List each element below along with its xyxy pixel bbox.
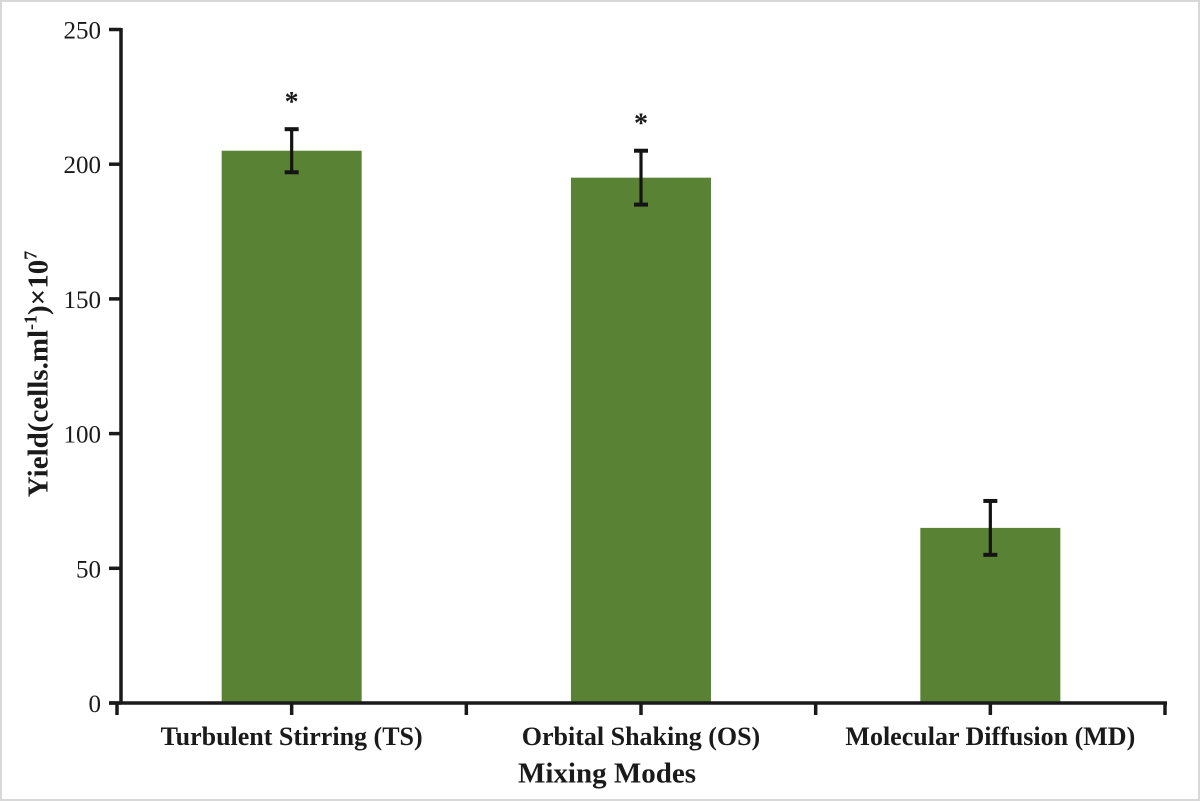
bar bbox=[221, 150, 362, 704]
bar bbox=[571, 177, 711, 704]
x-axis-title: Mixing Modes bbox=[517, 757, 697, 790]
y-axis-title-text: Yield(cells.ml bbox=[22, 329, 55, 498]
category-label: Molecular Diffusion (MD) bbox=[845, 722, 1135, 751]
y-tick-label: 100 bbox=[64, 422, 102, 449]
y-axis-title-text: )×10 bbox=[22, 259, 55, 315]
y-axis-title-superscript: 7 bbox=[20, 250, 41, 260]
category-label: Turbulent Stirring (TS) bbox=[161, 722, 423, 751]
y-tick-label: 200 bbox=[64, 152, 102, 179]
significance-asterisk: * bbox=[634, 109, 648, 140]
y-tick-label: 150 bbox=[64, 287, 102, 314]
y-tick-label: 0 bbox=[89, 691, 102, 718]
category-label: Orbital Shaking (OS) bbox=[522, 722, 760, 751]
y-tick-label: 250 bbox=[64, 18, 102, 45]
y-axis-title-superscript: -1 bbox=[20, 314, 41, 330]
significance-asterisk: * bbox=[285, 87, 299, 118]
y-axis-title: Yield(cells.ml-1)×107 bbox=[21, 251, 56, 497]
bar bbox=[920, 527, 1061, 703]
y-tick-label: 50 bbox=[76, 556, 101, 583]
